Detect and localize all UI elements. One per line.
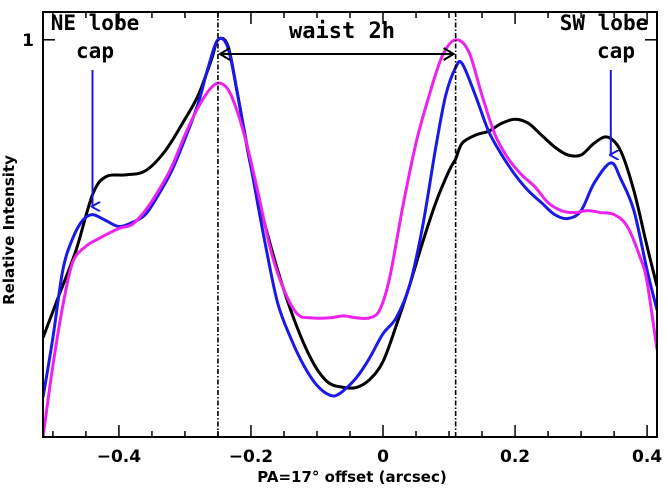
x-tick-label-02: 0.2 [500,447,530,467]
waist-arrow-right-head [443,47,456,61]
series-line-blue [43,36,657,398]
series-line-magenta [43,38,657,437]
x-tick-label-04: 0.4 [632,447,662,467]
ne-cap-label: cap [76,39,114,63]
sw-lobe-label: SW lobe [560,11,649,35]
sw-cap-label: cap [597,39,635,63]
x-tick-label-0: 0 [377,447,389,467]
x-tick-label-m04: −0.4 [97,447,142,467]
vertical-lines [217,12,457,437]
waist-label: waist 2h [289,19,395,44]
waist-arrow-left-head [218,47,231,61]
y-axis-title: Relative Intensity [0,155,18,305]
ne-lobe-label: NE lobe [51,11,140,35]
ticks [43,12,657,437]
series-layer [43,36,657,437]
plot-frame [42,11,658,438]
x-tick-label-m02: −0.2 [229,447,273,467]
x-axis-title: PA=17° offset (arcsec) [257,468,446,486]
annotation-arrows [93,47,611,207]
series-line-black [43,36,657,390]
y-tick-label-1: 1 [22,31,34,51]
